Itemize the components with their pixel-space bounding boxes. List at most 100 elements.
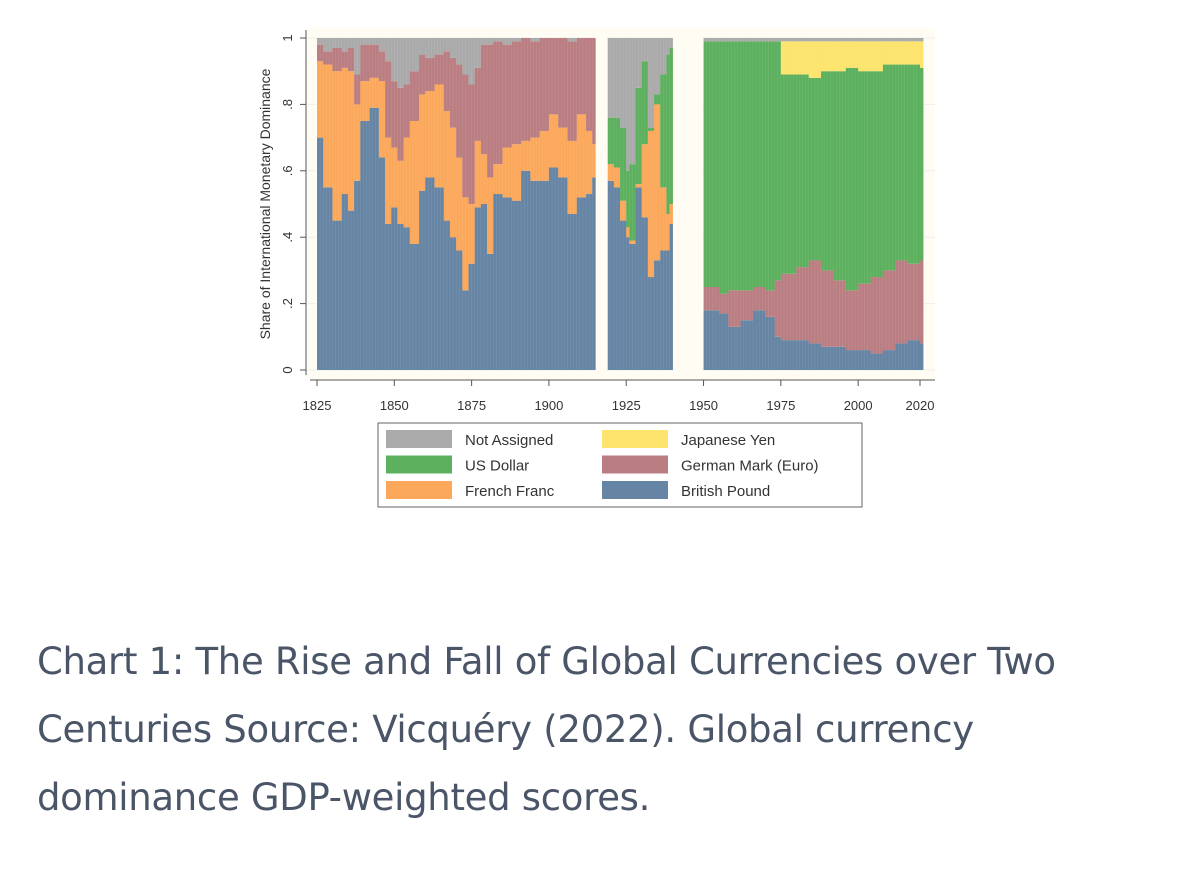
bar-german-mark-euro [397, 87, 404, 161]
bar-japanese-yen [845, 41, 859, 68]
bar-us-dollar [895, 64, 909, 261]
x-tick-label: 1875 [457, 398, 486, 413]
bar-not-assigned [780, 38, 797, 42]
bar-japanese-yen [895, 41, 909, 65]
bar-not-assigned [774, 38, 782, 42]
bar-british-pound [654, 260, 661, 370]
bar-not-assigned [858, 38, 871, 42]
bar-french-franc [378, 81, 386, 158]
bar-british-pound [391, 207, 398, 370]
legend-swatch [602, 455, 668, 474]
bar-british-pound [480, 204, 488, 370]
bar-not-assigned [341, 38, 349, 52]
bar-german-mark-euro [323, 51, 333, 65]
bar-not-assigned [468, 38, 476, 85]
bar-french-franc [629, 240, 636, 244]
bar-british-pound [592, 177, 596, 370]
bar-british-pound [474, 207, 482, 370]
bar-german-mark-euro [502, 44, 513, 148]
bar-british-pound [728, 326, 742, 370]
bar-french-franc [635, 184, 643, 188]
bar-not-assigned [626, 38, 630, 171]
bar-french-franc [502, 147, 513, 198]
bar-british-pound [332, 220, 343, 370]
bar-german-mark-euro [845, 290, 859, 351]
bar-german-mark-euro [858, 283, 871, 351]
bar-not-assigned [719, 38, 729, 42]
bar-us-dollar [870, 71, 884, 278]
bar-british-pound [626, 237, 630, 370]
bar-french-franc [511, 144, 522, 201]
y-tick-label: .6 [280, 165, 295, 176]
bar-british-pound [521, 170, 531, 370]
bar-us-dollar [629, 164, 636, 241]
bar-british-pound [641, 217, 649, 370]
bar-british-pound [354, 180, 361, 370]
bar-french-franc [443, 111, 451, 221]
bar-german-mark-euro [753, 287, 766, 311]
bar-not-assigned [347, 38, 355, 48]
bar-us-dollar [626, 170, 630, 228]
bar-german-mark-euro [378, 51, 386, 82]
bar-german-mark-euro [833, 280, 847, 347]
bar-not-assigned [502, 38, 513, 45]
bar-us-dollar [607, 117, 615, 165]
bar-us-dollar [833, 71, 847, 281]
bar-french-franc [323, 64, 333, 188]
bar-not-assigned [456, 38, 463, 65]
bar-british-pound [449, 237, 457, 370]
bar-british-pound [443, 220, 451, 370]
bar-french-franc [456, 157, 463, 251]
bar-not-assigned [920, 38, 924, 42]
bar-british-pound [385, 223, 392, 370]
bar-french-franc [586, 130, 593, 195]
bar-british-pound [403, 227, 411, 370]
bar-british-pound [753, 310, 766, 370]
legend-label: French Franc [465, 483, 555, 500]
bar-german-mark-euro [474, 67, 482, 141]
bar-not-assigned [703, 38, 720, 42]
bar-german-mark-euro [449, 57, 457, 128]
bar-british-pound [666, 250, 670, 370]
bar-british-pound [920, 343, 924, 370]
bar-us-dollar [920, 67, 924, 261]
bar-japanese-yen [907, 41, 921, 65]
bar-not-assigned [647, 38, 655, 128]
bar-not-assigned [409, 38, 420, 72]
bar-french-franc [669, 204, 674, 224]
bar-german-mark-euro [493, 41, 503, 165]
bar-british-pound [317, 137, 324, 370]
bar-not-assigned [666, 38, 670, 55]
bar-french-franc [391, 147, 398, 208]
y-tick-label: .8 [280, 99, 295, 110]
bar-french-franc [576, 114, 587, 198]
bar-japanese-yen [882, 41, 896, 65]
bar-french-franc [548, 114, 559, 168]
bar-not-assigned [385, 38, 392, 62]
bar-us-dollar [613, 117, 621, 168]
bar-not-assigned [895, 38, 909, 42]
bar-not-assigned [907, 38, 921, 42]
bar-german-mark-euro [870, 277, 884, 354]
bar-not-assigned [833, 38, 847, 42]
bar-german-mark-euro [419, 54, 426, 95]
legend-swatch [386, 455, 452, 474]
bar-german-mark-euro [882, 270, 896, 351]
bar-british-pound [907, 340, 921, 370]
bar-british-pound [845, 350, 859, 370]
bar-french-franc [626, 227, 630, 238]
bar-not-assigned [740, 38, 754, 42]
bar-not-assigned [425, 38, 435, 58]
bar-german-mark-euro [740, 290, 754, 321]
bar-british-pound [858, 350, 871, 370]
bar-german-mark-euro [468, 84, 476, 204]
bar-german-mark-euro [347, 47, 355, 72]
bar-us-dollar [845, 67, 859, 291]
bar-german-mark-euro [341, 51, 349, 68]
bar-us-dollar [660, 74, 667, 188]
bar-us-dollar [635, 87, 643, 185]
bar-british-pound [369, 107, 380, 370]
bar-german-mark-euro [780, 273, 797, 341]
legend-label: German Mark (Euro) [681, 458, 819, 475]
bar-british-pound [397, 223, 404, 370]
